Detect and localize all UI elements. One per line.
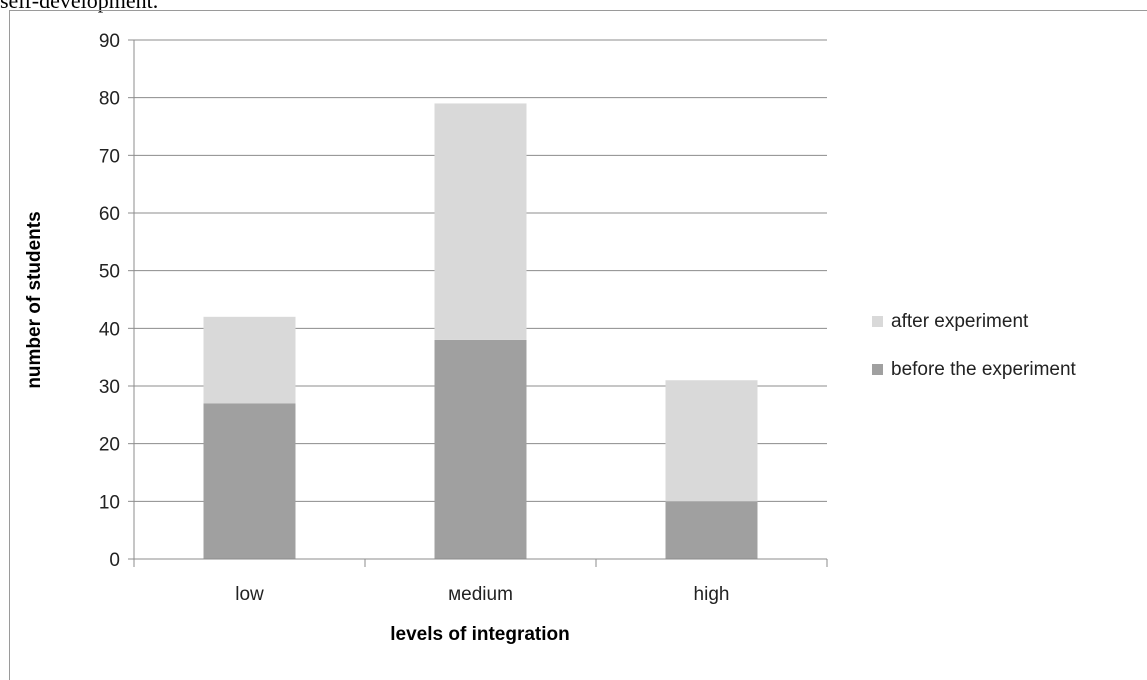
bars [203,103,758,559]
y-tick-labels: 0 10 20 30 40 50 60 70 80 90 [99,31,120,571]
y-tick-label: 20 [99,435,120,456]
x-tick-label: high [694,584,730,605]
y-tick-label: 0 [109,550,120,571]
axes [128,39,828,567]
x-axis-title: levels of integration [390,624,569,645]
x-tick-label: low [235,584,264,605]
y-axis-title: number of students [24,211,45,388]
y-tick-label: 90 [99,31,120,52]
legend-label: after experiment [891,311,1029,332]
x-tick-labels: low мedium high [235,584,729,605]
chart-frame [9,10,1147,680]
y-tick-label: 50 [99,262,120,283]
bar-before-0 [203,403,296,559]
bar-after-2 [665,380,758,502]
cut-off-text: self-development. [0,0,159,13]
y-tick-label: 10 [99,492,120,513]
y-tick-label: 70 [99,146,120,167]
bar-after-1 [434,103,527,340]
y-tick-label: 30 [99,377,120,398]
y-tick-label: 60 [99,204,120,225]
bar-before-2 [665,501,758,559]
y-tick-label: 80 [99,89,120,110]
y-tick-label: 40 [99,319,120,340]
legend-label: before the experiment [891,359,1077,380]
x-tick-label: мedium [448,584,513,605]
legend-swatch [872,364,883,375]
legend: after experiment before the experiment [872,311,1077,380]
legend-swatch [872,316,883,327]
bar-before-1 [434,339,527,559]
bar-after-0 [203,316,296,404]
